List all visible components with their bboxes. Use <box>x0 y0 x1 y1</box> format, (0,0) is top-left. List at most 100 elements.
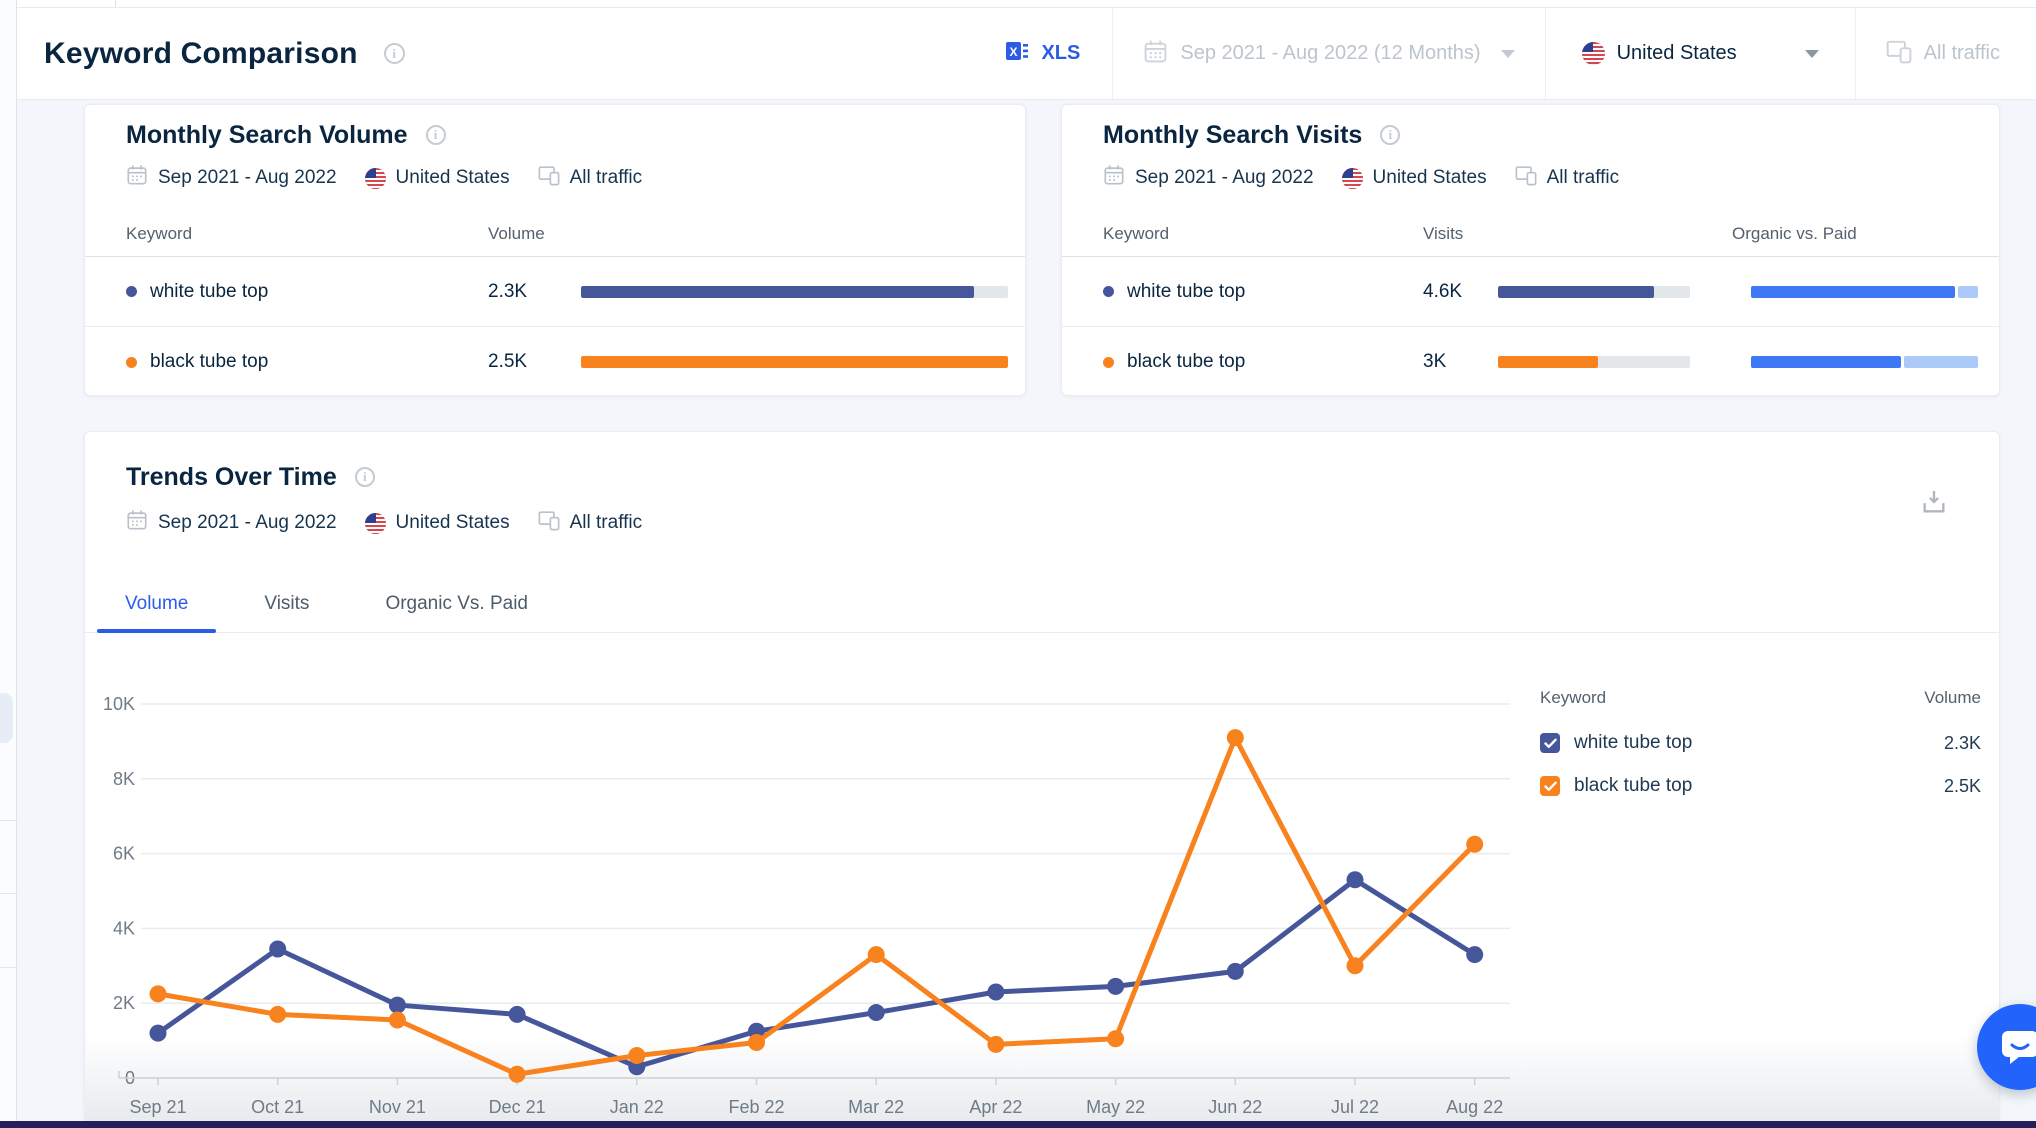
card-title: Trends Over Time <box>126 462 337 491</box>
legend-keyword: white tube top <box>1574 732 1693 753</box>
calendar-icon <box>1103 164 1125 192</box>
card-traffic: All traffic <box>1546 167 1620 188</box>
column-header-keyword: Keyword <box>126 224 193 243</box>
svg-text:4K: 4K <box>113 918 135 938</box>
card-title: Monthly Search Visits <box>1103 120 1363 149</box>
legend-keyword: black tube top <box>1574 775 1693 796</box>
series-dot <box>126 356 137 368</box>
sidebar-divider <box>0 820 17 821</box>
keyword-label: white tube top <box>1127 280 1246 302</box>
info-icon[interactable]: i <box>1380 125 1401 145</box>
svg-text:Nov 21: Nov 21 <box>369 1097 426 1117</box>
chevron-down-icon <box>1500 49 1515 58</box>
date-range-picker[interactable]: Sep 2021 - Aug 2022 (12 Months) <box>1112 8 1544 99</box>
legend-value: 2.5K <box>1943 775 1981 796</box>
keyword-label: black tube top <box>150 351 269 372</box>
series-dot <box>1103 356 1114 368</box>
card-traffic: All traffic <box>569 167 643 188</box>
tab-visits[interactable]: Visits <box>264 593 310 614</box>
svg-text:10K: 10K <box>103 694 135 714</box>
svg-text:8K: 8K <box>113 769 135 789</box>
legend-item: black tube top 2.5K <box>1540 775 1981 797</box>
traffic-value: All traffic <box>1923 42 2000 64</box>
card-traffic: All traffic <box>569 512 643 533</box>
card-country: United States <box>395 167 510 188</box>
svg-text:May 22: May 22 <box>1086 1097 1145 1117</box>
calendar-icon <box>126 509 148 537</box>
svg-text:2K: 2K <box>113 993 135 1013</box>
organic-paid-bar <box>1751 285 1978 298</box>
svg-text:Oct 21: Oct 21 <box>251 1097 304 1117</box>
organic-paid-bar <box>1751 356 1978 368</box>
traffic-selector[interactable]: All traffic <box>1854 8 2036 99</box>
us-flag-icon <box>364 167 386 189</box>
us-flag-icon <box>1341 167 1363 189</box>
visits-bar <box>1498 356 1690 368</box>
trends-over-time-card: Trends Over Time i Sep 2021 - Aug 2022 U… <box>84 431 2000 1128</box>
series-dot <box>126 286 137 297</box>
export-xls-button[interactable]: X XLS <box>973 8 1112 99</box>
date-range-value: Sep 2021 - Aug 2022 (12 Months) <box>1180 42 1481 64</box>
svg-text:Feb 22: Feb 22 <box>728 1097 784 1117</box>
svg-text:6K: 6K <box>113 844 135 864</box>
devices-icon <box>538 509 560 537</box>
calendar-icon <box>126 164 148 192</box>
sidebar-divider <box>0 893 17 894</box>
svg-text:X: X <box>1010 45 1018 59</box>
tab-organic-vs-paid[interactable]: Organic Vs. Paid <box>385 593 529 614</box>
chart-legend: Keyword Volume white tube top 2.3K black… <box>1540 688 1981 797</box>
xls-icon: X <box>1005 39 1029 68</box>
collapsed-sidebar[interactable] <box>0 0 17 1128</box>
volume-bar <box>581 356 1008 368</box>
trends-tabs: Volume Visits Organic Vs. Paid <box>85 576 1999 633</box>
sidebar-divider <box>0 967 17 968</box>
us-flag-icon <box>364 512 386 534</box>
info-icon[interactable]: i <box>354 467 375 487</box>
card-country: United States <box>395 512 510 533</box>
column-header-visits: Visits <box>1423 224 1464 243</box>
card-date-range: Sep 2021 - Aug 2022 <box>1135 167 1314 188</box>
column-header-keyword: Keyword <box>1103 224 1170 243</box>
table-row: black tube top 3K <box>1062 327 1999 397</box>
legend-value: 2.3K <box>1943 732 1981 753</box>
info-icon[interactable]: i <box>383 43 405 64</box>
column-header-volume: Volume <box>488 224 545 243</box>
bottom-window-bar <box>0 1121 2036 1128</box>
svg-text:Jan 22: Jan 22 <box>610 1097 664 1117</box>
svg-text:Aug 22: Aug 22 <box>1446 1097 1503 1117</box>
svg-text:Dec 21: Dec 21 <box>489 1097 546 1117</box>
card-country: United States <box>1372 167 1487 188</box>
checkbox-checked[interactable] <box>1540 776 1560 796</box>
volume-value: 2.3K <box>488 280 528 302</box>
keyword-label: black tube top <box>1127 351 1246 372</box>
devices-icon <box>1515 164 1537 192</box>
calendar-icon <box>1143 39 1168 69</box>
xls-label: XLS <box>1041 42 1081 64</box>
visits-value: 3K <box>1423 351 1447 372</box>
series-dot <box>1103 286 1114 297</box>
card-date-range: Sep 2021 - Aug 2022 <box>158 167 337 188</box>
legend-item: white tube top 2.3K <box>1540 732 1981 754</box>
country-selector[interactable]: United States <box>1544 8 1855 99</box>
sidebar-active-item[interactable] <box>0 693 13 743</box>
visits-bar <box>1498 285 1690 298</box>
checkbox-checked[interactable] <box>1540 733 1560 753</box>
column-header-organic-paid: Organic vs. Paid <box>1732 224 1857 243</box>
table-row: white tube top 2.3K <box>85 257 1025 327</box>
table-row: white tube top 4.6K <box>1062 257 1999 327</box>
keyword-label: white tube top <box>150 280 269 302</box>
top-toolbar-strip <box>17 0 2036 8</box>
toolbar-divider <box>115 0 116 7</box>
page-header: Keyword Comparison i X XLS Sep 2021 - Au… <box>17 8 2036 100</box>
tab-volume[interactable]: Volume <box>97 576 217 633</box>
visits-value: 4.6K <box>1423 280 1463 302</box>
svg-text:Jul 22: Jul 22 <box>1331 1097 1379 1117</box>
us-flag-icon <box>1581 42 1605 65</box>
volume-value: 2.5K <box>488 351 528 372</box>
country-value: United States <box>1616 42 1737 64</box>
page-title: Keyword Comparison <box>44 36 358 70</box>
monthly-search-volume-card: Monthly Search Volume i Sep 2021 - Aug 2… <box>84 104 1026 396</box>
download-chart-button[interactable] <box>1919 487 1949 517</box>
info-icon[interactable]: i <box>425 125 446 145</box>
